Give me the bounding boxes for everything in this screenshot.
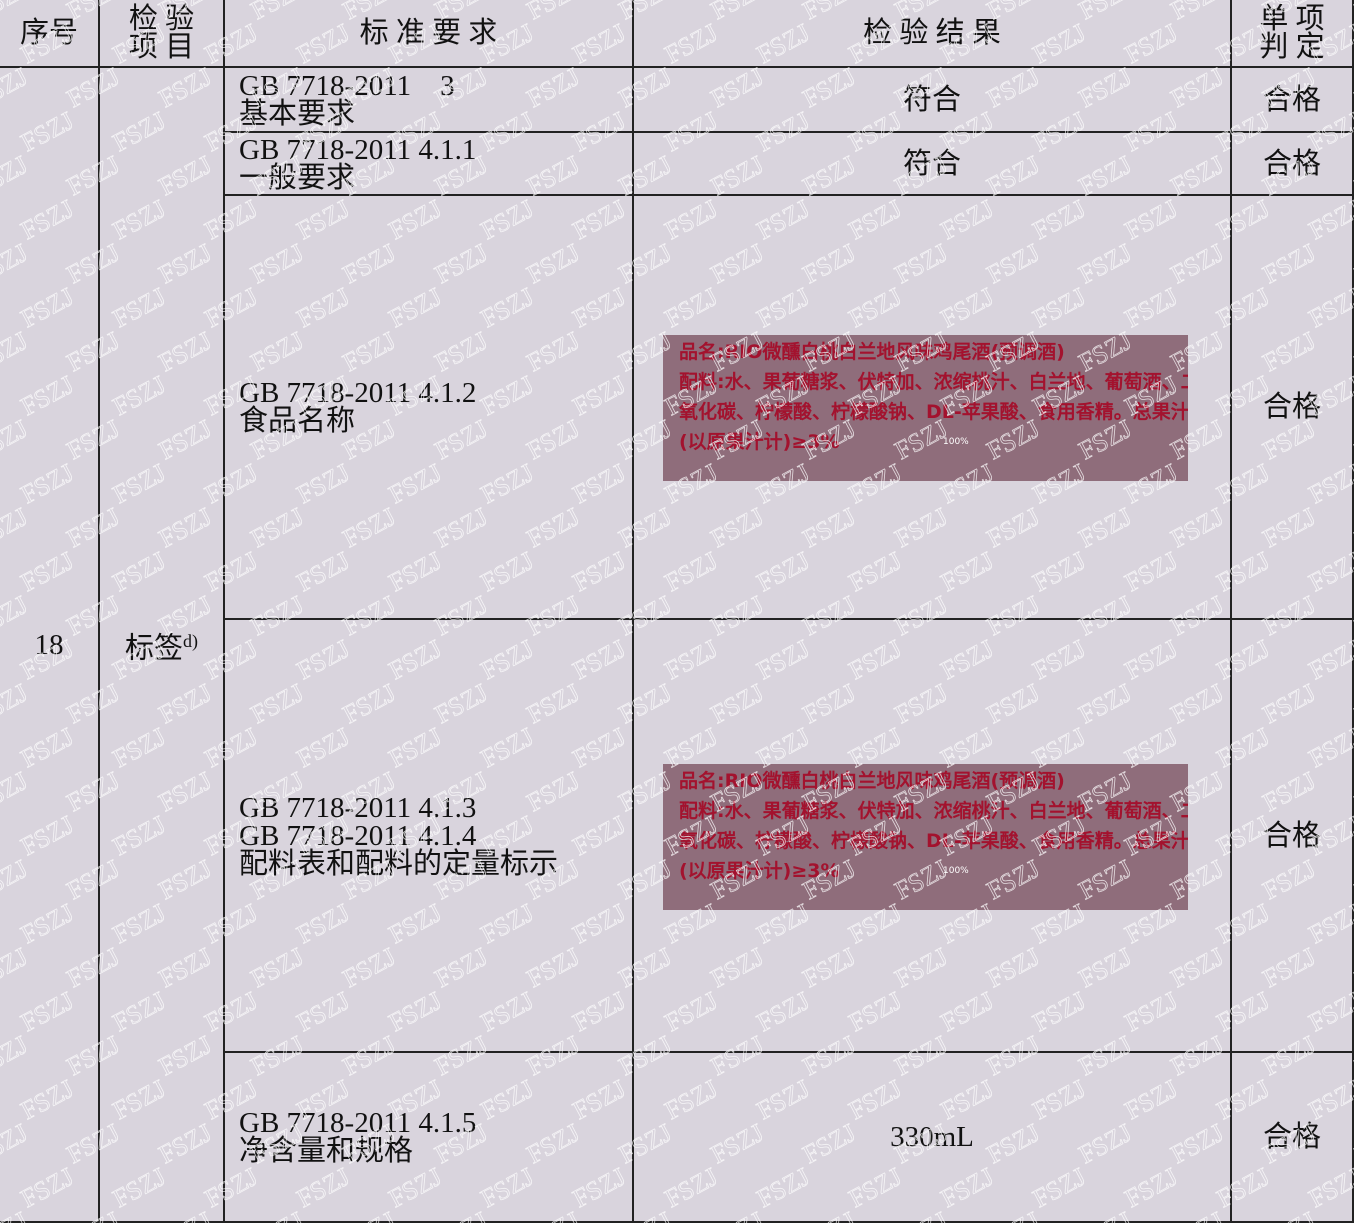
photo-badge: 100% <box>943 865 969 876</box>
result: 符合 <box>902 147 961 180</box>
seq: 18 <box>34 628 64 661</box>
photo-text: (以原果汁计)≥3% <box>679 859 840 882</box>
result-cell: 符合 <box>634 68 1232 133</box>
verdict: 合格 <box>1262 391 1321 423</box>
header-result: 检 验 结 果 <box>634 0 1232 68</box>
standard-line: GB 7718-2011 4.1.5 <box>239 1107 477 1139</box>
header-seq: 序号 <box>0 0 100 68</box>
verdict-cell: 合格 <box>1232 196 1354 620</box>
photo-text: 品名:RIO微醺白桃白兰地风味鸡尾酒(预调酒) <box>679 341 1065 363</box>
verdict-cell: 合格 <box>1232 68 1354 133</box>
verdict-cell: 合格 <box>1232 1053 1354 1223</box>
verdict: 合格 <box>1262 819 1321 852</box>
standard-line: 食品名称 <box>239 405 356 437</box>
verdict-cell: 合格 <box>1232 620 1354 1053</box>
label-photo: 品名:RIO微醺白桃白兰地风味鸡尾酒(预调酒) 配料:水、果葡糖浆、伏特加、浓缩桃… <box>663 763 1188 910</box>
standard-cell: GB 7718-2011 4.1.5 净含量和规格 <box>225 1053 634 1223</box>
standard-cell: GB 7718-2011 3 基本要求 <box>225 68 634 133</box>
standard-line: GB 7718-2011 3 <box>239 69 455 102</box>
standard-line: 净含量和规格 <box>239 1135 414 1167</box>
header-item: 检 验项 目 <box>100 0 225 68</box>
result-cell: 330mL <box>634 1053 1232 1223</box>
standard-line: GB 7718-2011 4.1.4 <box>239 819 477 852</box>
result-cell <box>634 196 1232 620</box>
seq-cell: 18 <box>0 68 100 1223</box>
verdict: 合格 <box>1262 1121 1321 1153</box>
result-cell <box>634 620 1232 1053</box>
standard-line: 基本要求 <box>239 97 356 130</box>
label-photo: 品名:RIO微醺白桃白兰地风味鸡尾酒(预调酒) 配料:水、果葡糖浆、伏特加、浓缩桃… <box>663 335 1188 481</box>
photo-text: 氧化碳、柠檬酸、柠檬酸钠、DL-苹果酸、食用香精。总果汁 <box>679 401 1188 423</box>
item-note: d) <box>183 630 198 651</box>
header-text: 检 验 结 果 <box>863 17 1001 49</box>
item: 标签d) <box>125 627 198 663</box>
standard-cell: GB 7718-2011 4.1.2 食品名称 <box>225 196 634 620</box>
photo-badge: 100% <box>943 437 969 447</box>
photo-text: 配料:水、果葡糖浆、伏特加、浓缩桃汁、白兰地、葡萄酒、二 <box>679 371 1188 393</box>
standard-line: GB 7718-2011 4.1.3 <box>239 791 477 824</box>
header-text: 单 项 <box>1259 3 1325 35</box>
result-cell: 符合 <box>634 133 1232 196</box>
standard-cell: GB 7718-2011 4.1.3 GB 7718-2011 4.1.4 配料表和… <box>225 620 634 1053</box>
standard-line: 一般要求 <box>239 161 356 194</box>
header-text: 序号 <box>19 17 78 49</box>
result: 符合 <box>902 83 961 116</box>
verdict-cell: 合格 <box>1232 133 1354 196</box>
item-text: 标签 <box>124 632 183 665</box>
item-cell: 标签d) <box>100 68 225 1223</box>
header-text: 检 验 <box>128 3 195 35</box>
standard-line: 配料表和配料的定量标示 <box>239 847 559 880</box>
verdict: 合格 <box>1262 147 1321 180</box>
photo-text: 品名:RIO微醺白桃白兰地风味鸡尾酒(预调酒) <box>679 769 1065 792</box>
header-standard: 标 准 要 求 <box>225 0 634 68</box>
standard-line: GB 7718-2011 4.1.2 <box>239 377 477 409</box>
standard-line: GB 7718-2011 4.1.1 <box>239 133 477 166</box>
header-text: 标 准 要 求 <box>359 17 498 49</box>
header-verdict: 单 项判 定 <box>1232 0 1354 68</box>
header-text: 项 目 <box>128 31 195 63</box>
header-text: 判 定 <box>1259 31 1325 63</box>
standard-cell: GB 7718-2011 4.1.1 一般要求 <box>225 133 634 196</box>
photo-text: 配料:水、果葡糖浆、伏特加、浓缩桃汁、白兰地、葡萄酒、二 <box>679 799 1188 822</box>
photo-text: 氧化碳、柠檬酸、柠檬酸钠、DL-苹果酸、食用香精。总果汁 <box>679 829 1188 852</box>
verdict: 合格 <box>1262 83 1321 116</box>
result: 330mL <box>890 1121 974 1153</box>
photo-text: (以原果汁计)≥3% <box>679 431 840 453</box>
